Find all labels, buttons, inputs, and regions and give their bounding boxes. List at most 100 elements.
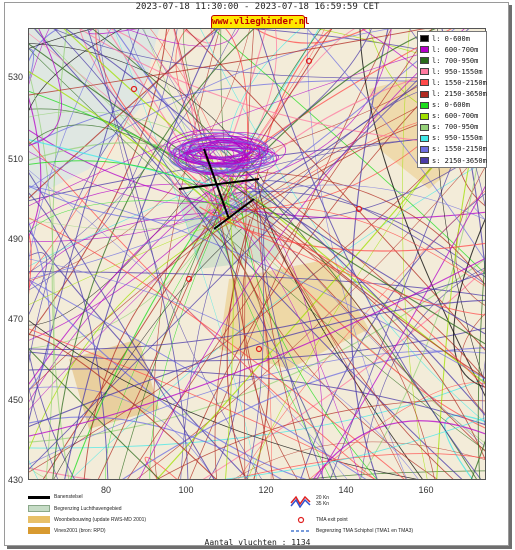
key-tma-boundary: Begrenzing TMA Schiphol (TMA1 en TMA3) <box>290 527 413 535</box>
flight-track <box>173 29 274 479</box>
flight-track <box>179 131 267 166</box>
flight-track <box>217 195 485 429</box>
flight-track <box>180 189 254 479</box>
flight-track <box>142 29 485 447</box>
flight-track <box>29 350 485 465</box>
y-tick-label: 490 <box>8 234 24 244</box>
map-canvas <box>29 29 485 479</box>
flight-track <box>262 180 485 380</box>
flight-track <box>205 171 485 286</box>
legend-label: s: 1550-2150m <box>432 145 487 154</box>
runway-system <box>178 148 260 230</box>
flight-track <box>212 29 485 275</box>
flight-track <box>29 142 222 173</box>
x-tick-label: 80 <box>100 485 111 495</box>
flight-track <box>202 268 485 479</box>
flight-track <box>29 213 252 451</box>
flight-track <box>482 360 485 426</box>
flight-track <box>247 194 454 479</box>
flight-track <box>149 168 242 479</box>
flight-track <box>29 140 375 479</box>
flight-track <box>29 467 92 479</box>
y-tick-label: 470 <box>8 314 24 324</box>
flight-track <box>29 29 470 470</box>
flight-track <box>168 137 255 160</box>
legend-item: s: 2150-3650m <box>420 155 487 166</box>
legend-label: l: 1550-2150m <box>432 78 487 87</box>
flight-track <box>157 399 485 479</box>
legend-swatch <box>420 46 429 54</box>
flight-track <box>29 200 227 233</box>
housing-swatch <box>28 516 50 523</box>
flight-track-map[interactable] <box>28 28 486 480</box>
legend-swatch <box>420 123 429 131</box>
flight-track <box>255 176 311 479</box>
key-label: Woonbebouwing (update RWS-MD 2001) <box>54 516 147 523</box>
flight-track <box>29 97 42 238</box>
legend-item: l: 0-600m <box>420 33 484 44</box>
flight-track <box>231 453 485 479</box>
tma-exit-points <box>130 57 363 353</box>
flight-track <box>42 29 333 479</box>
legend-swatch <box>420 68 429 76</box>
flight-track <box>29 29 59 63</box>
flight-track <box>150 29 272 479</box>
legend-swatch <box>420 57 429 65</box>
legend-label: s: 2150-3650m <box>432 156 487 165</box>
map-key: Banenstelsel Begrenzing Luchthavengebied… <box>28 494 488 538</box>
flight-track <box>29 43 485 345</box>
legend-label: l: 2150-3650m <box>432 90 487 99</box>
key-label: Banenstelsel <box>54 494 83 500</box>
legend-item: s: 700-950m <box>420 122 484 133</box>
legend-swatch <box>420 134 429 142</box>
flight-track <box>251 207 485 287</box>
key-label: Begrenzing TMA Schiphol (TMA1 en TMA3) <box>316 528 414 534</box>
x-tick-label: 140 <box>338 485 354 495</box>
flight-track <box>83 198 256 479</box>
key-label-35kn: 35 Kn <box>316 501 330 507</box>
key-runway: Banenstelsel <box>28 494 83 500</box>
flight-track <box>244 183 485 335</box>
flight-track <box>29 179 258 411</box>
y-tick-label: 450 <box>8 395 24 405</box>
key-airport-area: Begrenzing Luchthavengebied <box>28 505 122 512</box>
flight-track <box>359 29 485 397</box>
flight-track <box>29 29 217 199</box>
flight-track <box>231 29 392 187</box>
flight-track <box>29 333 217 479</box>
altitude-legend: l: 0-600m l: 600-700m l: 700-950m l: 950-15… <box>417 31 487 168</box>
flight-track <box>242 228 298 479</box>
flight-track <box>263 213 324 479</box>
legend-swatch <box>420 79 429 87</box>
flight-track <box>257 29 482 479</box>
flight-track <box>238 190 485 479</box>
flight-track <box>97 177 234 479</box>
flight-track <box>172 138 265 173</box>
flight-track <box>184 135 253 159</box>
flight-track <box>29 90 259 218</box>
flight-track <box>29 172 215 479</box>
flight-track <box>29 71 235 226</box>
flight-track <box>350 29 389 479</box>
flight-track <box>143 29 337 479</box>
legend-item: s: 600-700m <box>420 111 484 122</box>
flight-track <box>97 29 262 479</box>
date-range-title: 2023-07-18 11:30:00 - 2023-07-18 16:59:5… <box>135 2 380 12</box>
flight-track <box>52 29 255 479</box>
flight-track <box>225 182 234 479</box>
key-label: Vinex2001 (bron: RPD) <box>54 527 106 534</box>
flight-track <box>473 206 485 221</box>
flight-track <box>138 29 465 479</box>
wind-arrow-icon <box>290 495 311 508</box>
airport-area-swatch <box>28 505 50 512</box>
legend-swatch <box>420 101 429 109</box>
runway-swatch <box>28 495 50 499</box>
flight-track <box>316 185 485 479</box>
flight-track <box>53 29 485 79</box>
tma-exit-icon <box>297 516 305 524</box>
flight-track <box>246 209 264 479</box>
legend-item: s: 0-600m <box>420 100 484 111</box>
flight-track <box>307 29 485 262</box>
flight-track <box>136 146 485 479</box>
flight-track <box>29 29 392 189</box>
